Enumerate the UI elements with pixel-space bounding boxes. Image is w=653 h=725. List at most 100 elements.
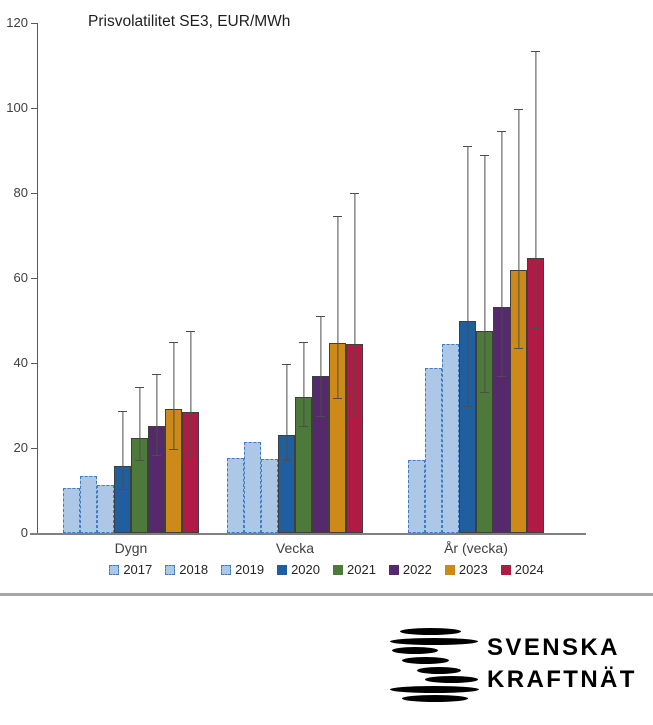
- logo-lens-shape: [390, 685, 479, 693]
- error-bar-stem: [534, 50, 536, 329]
- legend-label-2019: 2019: [235, 562, 265, 577]
- category-label-År (vecka): År (vecka): [444, 540, 508, 556]
- bar-2017-År (vecka): [408, 459, 425, 533]
- error-bar-2021-Vecka: [299, 342, 308, 427]
- error-bar-bottom-cap: [118, 489, 127, 491]
- svenska-kraftnat-logo-text: SVENSKA KRAFTNÄT: [487, 632, 637, 696]
- error-bar-stem: [189, 331, 191, 460]
- error-bar-bottom-cap: [463, 406, 472, 408]
- legend-label-2024: 2024: [514, 562, 544, 577]
- error-bar-bottom-cap: [316, 416, 325, 418]
- error-bar-top-cap: [186, 331, 195, 333]
- svenska-kraftnat-logo: SVENSKA KRAFTNÄT: [388, 615, 638, 715]
- error-bar-top-cap: [169, 341, 178, 343]
- error-bar-stem: [285, 364, 287, 462]
- legend-label-2021: 2021: [347, 562, 376, 577]
- error-bar-top-cap: [333, 216, 342, 218]
- error-bar-stem: [517, 109, 519, 350]
- error-bar-2023-Dygn: [169, 341, 178, 450]
- error-bar-top-cap: [350, 193, 359, 194]
- logo-lens-shape: [425, 676, 478, 683]
- y-axis-tick-label: 20: [13, 440, 28, 455]
- bar-2018-Dygn: [80, 475, 97, 533]
- legend-swatch-2023: [444, 564, 455, 575]
- logo-lens-shape: [392, 647, 438, 654]
- error-bar-top-cap: [152, 374, 161, 376]
- error-bar-2020-Dygn: [118, 411, 127, 491]
- logo-lens-shape: [400, 628, 461, 635]
- error-bar-stem: [466, 146, 468, 408]
- error-bar-stem: [172, 341, 174, 450]
- price-volatility-chart: Prisvolatilitet SE3, EUR/MWh 2017 2018 201…: [0, 13, 653, 577]
- logo-text-line2: KRAFTNÄT: [487, 666, 637, 693]
- legend-item-2019: 2019: [221, 562, 264, 577]
- error-bar-bottom-cap: [480, 391, 489, 393]
- error-bar-2023-År (vecka): [514, 109, 523, 350]
- error-bar-bottom-cap: [350, 416, 359, 418]
- error-bar-2020-Vecka: [282, 364, 291, 462]
- error-bar-bottom-cap: [152, 455, 161, 457]
- error-bar-stem: [483, 154, 485, 393]
- y-axis-tick: [31, 23, 37, 24]
- error-bar-top-cap: [299, 342, 308, 344]
- legend-item-2020: 2020: [277, 562, 320, 577]
- error-bar-2022-Dygn: [152, 374, 161, 457]
- legend-swatch-2018: [165, 564, 176, 575]
- error-bar-stem: [353, 193, 355, 418]
- legend-swatch-2021: [333, 564, 343, 575]
- legend-label-2018: 2018: [179, 562, 209, 577]
- legend-swatch-2019: [221, 564, 232, 575]
- y-axis-tick: [31, 193, 37, 194]
- logo-lens-shape: [390, 637, 478, 645]
- error-bar-bottom-cap: [186, 458, 195, 460]
- error-bar-bottom-cap: [299, 425, 308, 427]
- y-axis-line: [37, 23, 38, 533]
- error-bar-2024-Vecka: [350, 193, 359, 418]
- y-axis-tick: [31, 278, 37, 279]
- error-bar-top-cap: [282, 364, 291, 366]
- error-bar-bottom-cap: [135, 460, 144, 462]
- error-bar-stem: [302, 342, 304, 427]
- bar-2018-År (vecka): [425, 367, 442, 533]
- bar-2017-Vecka: [227, 458, 244, 533]
- error-bar-2022-År (vecka): [497, 130, 506, 378]
- y-axis-tick-label: 120: [6, 15, 28, 30]
- legend-label-2020: 2020: [291, 562, 320, 577]
- y-axis-tick: [31, 108, 37, 109]
- chart-legend: 2017 2018 2019 2020 2021 2022 2023 2024: [0, 562, 653, 577]
- error-bar-stem: [336, 216, 338, 399]
- error-bar-2020-År (vecka): [463, 146, 472, 408]
- bar-2018-Vecka: [244, 441, 261, 533]
- legend-label-2023: 2023: [458, 562, 488, 577]
- error-bar-2024-Dygn: [186, 331, 195, 460]
- y-axis-tick-label: 0: [20, 525, 28, 540]
- error-bar-bottom-cap: [514, 348, 523, 350]
- logo-lens-shape: [402, 695, 468, 702]
- logo-text-line1: SVENSKA: [487, 634, 620, 661]
- error-bar-bottom-cap: [169, 448, 178, 450]
- logo-lens-shape: [417, 666, 461, 674]
- legend-item-2018: 2018: [165, 562, 208, 577]
- bar-2017-Dygn: [63, 487, 80, 533]
- error-bar-bottom-cap: [282, 460, 291, 462]
- legend-item-2022: 2022: [388, 562, 432, 577]
- error-bar-2021-År (vecka): [480, 154, 489, 393]
- legend-swatch-2024: [500, 564, 511, 575]
- y-axis-tick-label: 80: [13, 185, 28, 200]
- legend-label-2017: 2017: [123, 562, 153, 577]
- y-axis-tick-label: 60: [13, 270, 28, 285]
- error-bar-2024-År (vecka): [531, 50, 540, 329]
- footer-divider: [0, 593, 653, 596]
- error-bar-stem: [319, 316, 321, 418]
- error-bar-top-cap: [531, 50, 540, 52]
- y-axis-tick: [31, 448, 37, 449]
- error-bar-bottom-cap: [531, 328, 540, 329]
- x-axis-line: [30, 533, 586, 535]
- y-axis-tick-label: 100: [6, 100, 28, 115]
- error-bar-top-cap: [514, 109, 523, 111]
- legend-swatch-2022: [388, 564, 399, 575]
- error-bar-stem: [155, 374, 157, 457]
- legend-item-2023: 2023: [444, 562, 488, 577]
- error-bar-top-cap: [118, 411, 127, 413]
